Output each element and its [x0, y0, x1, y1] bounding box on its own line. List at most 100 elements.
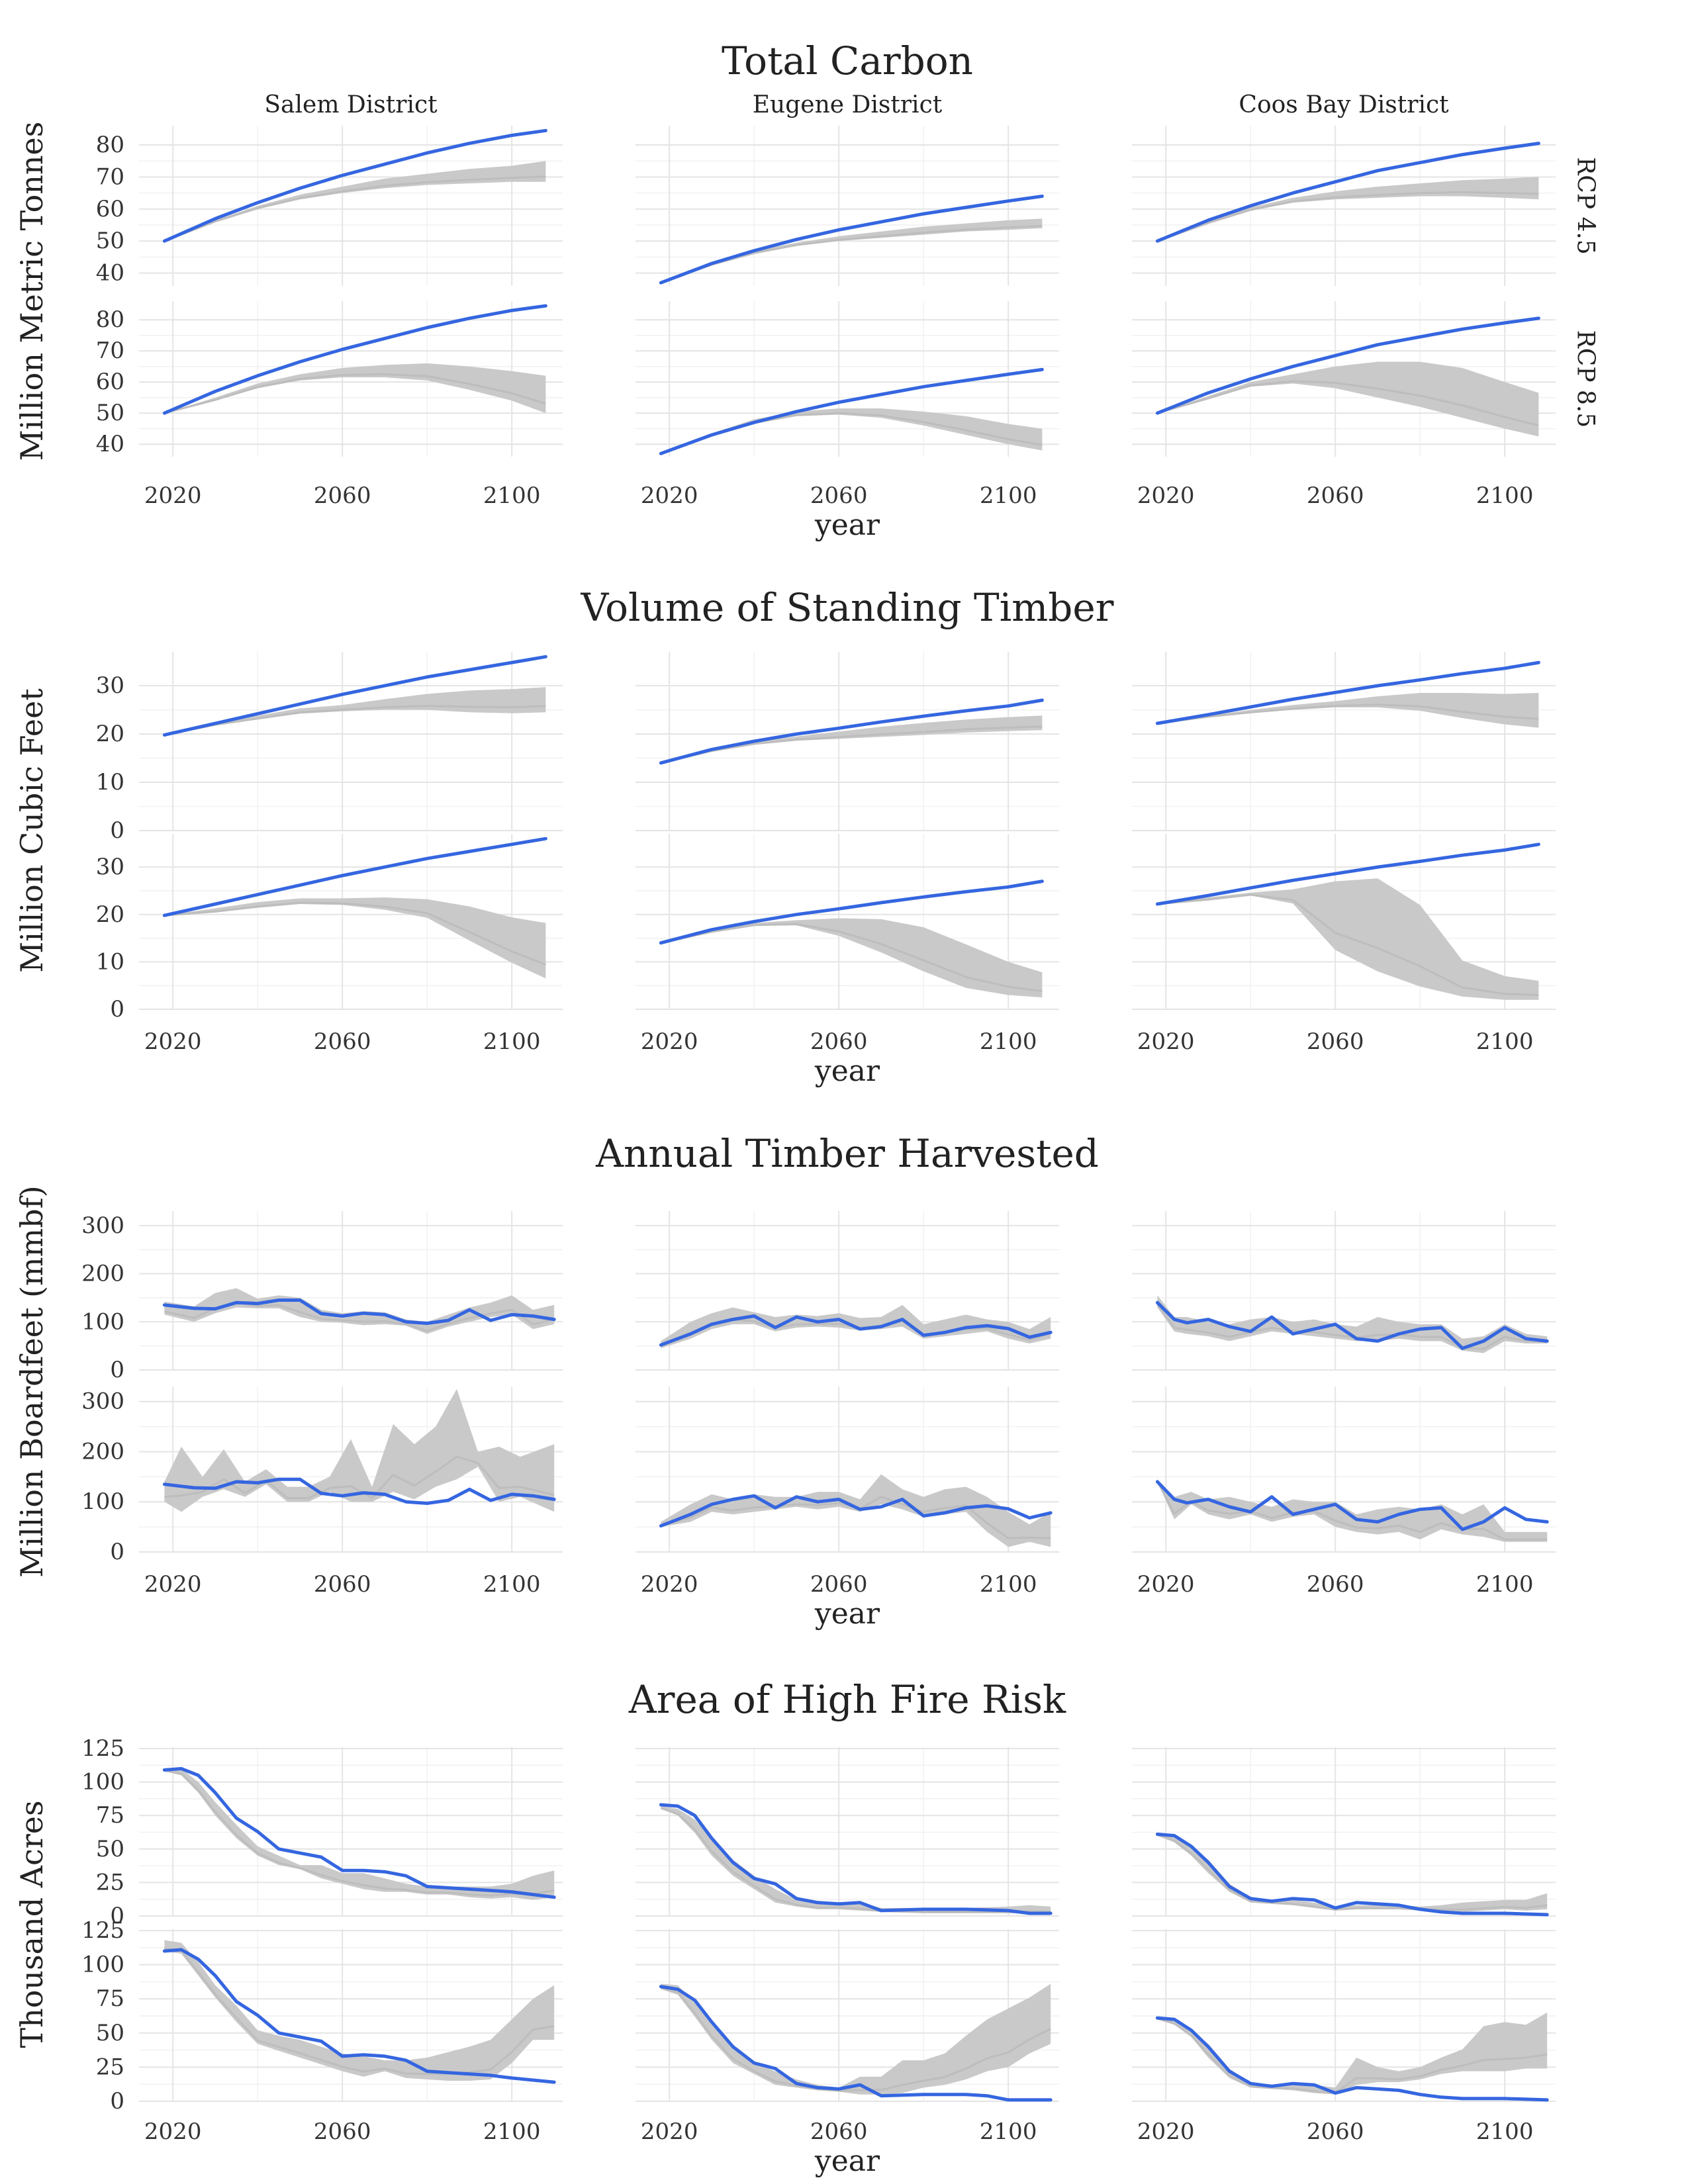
- facet-column-label: Eugene District: [753, 91, 943, 118]
- reference-line: [164, 175, 546, 242]
- y-axis-title: Thousand Acres: [14, 1800, 50, 2048]
- x-tick-label: 2020: [641, 482, 698, 509]
- facet-panel: 0 25 50 75 100 125 2020 2060 2100: [81, 1917, 563, 2145]
- y-tick-label: 125: [81, 1917, 124, 1944]
- series-line: [659, 698, 1044, 765]
- x-axis-title: year: [814, 508, 880, 542]
- series-line: [659, 367, 1044, 455]
- y-axis-title: Million Boardfeet (mmbf): [14, 1185, 50, 1577]
- y-tick-label: 200: [81, 1438, 124, 1465]
- facet-panel: [1132, 126, 1556, 286]
- y-tick-label: 70: [96, 163, 124, 190]
- reference-line: [661, 923, 1043, 993]
- reference-line: [164, 901, 546, 966]
- series-line: [162, 837, 547, 917]
- series-line: [1155, 842, 1540, 906]
- facet-panel: 40 50 60 70 80: [96, 126, 563, 287]
- x-axis-title: year: [814, 2144, 880, 2178]
- uncertainty-band: [661, 715, 1043, 763]
- uncertainty-band: [661, 1983, 1051, 2095]
- facet-panel: [1132, 1747, 1556, 1917]
- facet-panel: 2020 2060 2100: [1132, 1387, 1556, 1598]
- series-line: [1155, 316, 1540, 415]
- x-tick-label: 2100: [980, 2118, 1037, 2145]
- x-tick-label: 2020: [641, 2118, 698, 2145]
- y-tick-label: 40: [96, 260, 124, 287]
- y-tick-label: 75: [96, 1985, 124, 2012]
- y-tick-label: 0: [110, 1903, 124, 1929]
- y-tick-label: 200: [81, 1261, 124, 1287]
- x-tick-label: 2060: [314, 2118, 371, 2145]
- chart-title: Annual Timber Harvested: [595, 1131, 1099, 1176]
- x-tick-label: 2060: [1307, 1028, 1364, 1055]
- x-tick-label: 2020: [641, 1571, 698, 1598]
- series-line: [162, 1298, 556, 1325]
- facet-panel: [1132, 1211, 1556, 1371]
- facet-panel: 2020 2060 2100: [1132, 834, 1556, 1055]
- reference-line: [660, 1807, 1051, 1913]
- x-tick-label: 2060: [810, 2118, 868, 2145]
- y-tick-label: 20: [96, 721, 124, 747]
- series-line: [162, 304, 547, 415]
- reference-line: [1156, 1834, 1548, 1911]
- series-line: [1155, 142, 1540, 243]
- facet-panel: 0 10 20 30: [96, 652, 563, 844]
- x-tick-label: 2060: [314, 482, 371, 509]
- x-tick-label: 2020: [144, 1028, 202, 1055]
- facet-panel: 2020 2060 2100: [635, 1387, 1059, 1598]
- series-line: [1155, 1833, 1549, 1917]
- y-tick-label: 10: [96, 948, 124, 975]
- reference-line: [1156, 191, 1539, 242]
- y-tick-label: 50: [96, 400, 124, 426]
- uncertainty-band: [1157, 361, 1539, 437]
- x-axis-title: year: [814, 1597, 880, 1631]
- x-tick-label: 2060: [1307, 2118, 1364, 2145]
- y-tick-label: 100: [81, 1308, 124, 1335]
- reference-line: [164, 1455, 555, 1500]
- y-tick-label: 30: [96, 854, 124, 880]
- chart-section: Total Carbon Million Metric Tonnes year Sal…: [14, 38, 1599, 542]
- x-tick-label: 2100: [483, 1571, 541, 1598]
- series-line: [1155, 1480, 1549, 1531]
- reference-line: [164, 1769, 555, 1897]
- y-tick-label: 300: [81, 1212, 124, 1239]
- series-line: [659, 1985, 1053, 2102]
- x-tick-label: 2020: [144, 2118, 202, 2145]
- x-tick-label: 2020: [1137, 482, 1195, 509]
- facet-panel: 0 100 200 300 2020 2060 2100: [81, 1387, 563, 1598]
- y-tick-label: 80: [96, 306, 124, 333]
- x-tick-label: 2100: [980, 482, 1037, 509]
- reference-line: [1157, 893, 1539, 996]
- series-line: [162, 655, 547, 737]
- y-tick-label: 25: [96, 2054, 124, 2080]
- y-tick-label: 60: [96, 369, 124, 395]
- series-line: [659, 1494, 1053, 1528]
- reference-line: [660, 224, 1043, 284]
- y-tick-label: 50: [96, 228, 124, 254]
- facet-panel: 2020 2060 2100: [1132, 1929, 1556, 2145]
- x-tick-label: 2100: [483, 482, 541, 509]
- uncertainty-band: [661, 408, 1043, 454]
- uncertainty-band: [164, 687, 546, 735]
- series-line: [659, 1314, 1053, 1347]
- uncertainty-band: [164, 1288, 555, 1334]
- facet-panel: [635, 1211, 1059, 1371]
- facet-column-label: Salem District: [264, 91, 438, 118]
- uncertainty-band: [661, 1474, 1051, 1547]
- uncertainty-band: [1157, 1833, 1548, 1912]
- y-tick-label: 30: [96, 672, 124, 699]
- chart-section: Area of High Fire Risk Thousand Acres year…: [14, 1677, 1556, 2178]
- x-tick-label: 2020: [144, 1571, 202, 1598]
- uncertainty-band: [164, 1768, 555, 1900]
- series-line: [1155, 2016, 1549, 2102]
- x-tick-label: 2100: [1476, 2118, 1534, 2145]
- y-tick-label: 10: [96, 769, 124, 796]
- facet-row-label: RCP 8.5: [1572, 330, 1599, 428]
- x-tick-label: 2100: [1476, 482, 1534, 509]
- reference-line: [1156, 2017, 1548, 2094]
- y-axis-title: Million Cubic Feet: [14, 688, 50, 973]
- chart-title: Total Carbon: [722, 38, 973, 83]
- y-tick-label: 25: [96, 1869, 124, 1895]
- uncertainty-band: [1157, 878, 1539, 1000]
